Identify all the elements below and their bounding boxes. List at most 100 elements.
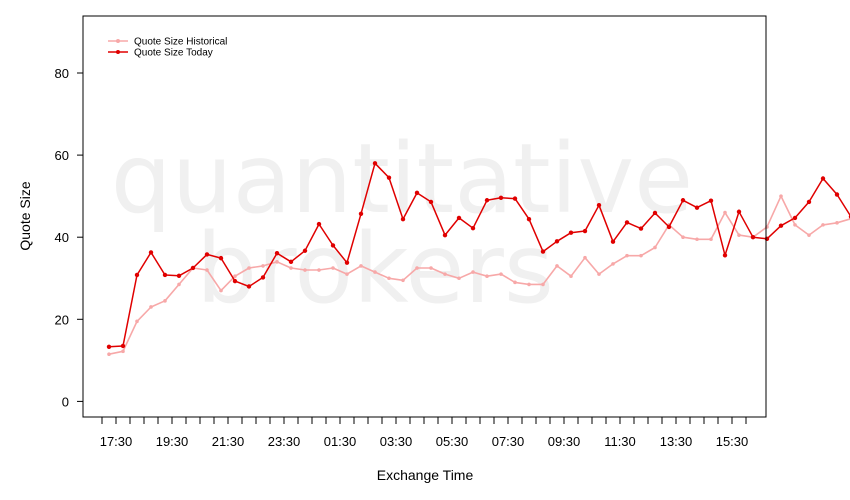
data-point	[204, 252, 210, 257]
legend-entry: Quote Size Today	[134, 48, 213, 59]
data-point	[736, 209, 742, 214]
data-point	[288, 259, 294, 265]
data-point	[471, 270, 475, 274]
data-point	[373, 270, 377, 274]
data-point	[737, 233, 741, 237]
data-point	[163, 299, 167, 303]
data-point	[597, 272, 601, 276]
data-point	[205, 268, 209, 272]
data-point	[555, 264, 559, 268]
x-tick-label: 13:30	[660, 434, 693, 449]
data-point	[456, 215, 462, 221]
data-point	[442, 232, 448, 238]
x-tick-label: 15:30	[716, 434, 749, 449]
x-axis: 17:30 19:30 21:30 23:30 01:30 03:30 05:30 07:30…	[100, 417, 749, 449]
data-point	[611, 262, 615, 266]
y-tick-label: 80	[55, 66, 69, 81]
data-point	[582, 228, 588, 234]
series-today	[106, 161, 850, 350]
data-point	[275, 260, 279, 264]
data-point	[722, 253, 728, 258]
y-axis: 0 20 40 60 80	[55, 66, 84, 409]
data-point	[750, 235, 756, 240]
data-point	[359, 264, 363, 268]
data-point	[317, 268, 321, 272]
data-point	[820, 176, 826, 181]
data-point	[162, 272, 168, 278]
data-point	[260, 275, 266, 280]
data-point	[540, 249, 546, 254]
x-axis-label: Exchange Time	[377, 467, 474, 483]
data-point	[498, 195, 504, 200]
data-point	[638, 226, 644, 231]
data-point	[401, 278, 405, 283]
legend-swatch-point	[116, 39, 120, 43]
legend-swatch-point	[116, 50, 120, 54]
data-point	[219, 288, 223, 293]
data-point	[414, 190, 420, 196]
data-point	[387, 276, 391, 281]
data-point	[541, 282, 545, 287]
x-tick-label: 23:30	[268, 434, 301, 449]
x-tick-label: 01:30	[324, 434, 357, 449]
data-point	[569, 274, 573, 278]
data-point	[289, 266, 293, 270]
data-point	[625, 253, 629, 258]
data-point	[443, 272, 447, 276]
y-tick-label: 40	[55, 230, 69, 245]
data-point	[331, 266, 335, 270]
data-point	[344, 260, 350, 265]
data-point	[232, 278, 238, 284]
x-tick-label: 11:30	[604, 434, 636, 449]
data-point	[148, 250, 154, 255]
legend-entry: Quote Size Historical	[134, 37, 227, 48]
data-point	[624, 220, 630, 225]
data-point	[106, 344, 112, 350]
data-point	[107, 352, 111, 356]
watermark: quantitative brokers	[111, 123, 693, 325]
x-tick-label: 03:30	[380, 434, 413, 449]
x-tick-label: 21:30	[212, 434, 245, 449]
data-point	[121, 349, 125, 354]
data-point	[639, 253, 643, 258]
data-point	[792, 215, 798, 221]
data-point	[303, 268, 307, 272]
data-point	[218, 255, 224, 261]
data-point	[610, 239, 616, 244]
x-tick-label: 19:30	[156, 434, 189, 449]
series-line	[108, 162, 850, 348]
y-tick-label: 0	[62, 394, 69, 409]
data-point	[233, 274, 237, 278]
data-point	[135, 319, 139, 324]
data-point	[779, 194, 783, 198]
data-point	[499, 272, 503, 276]
data-point	[666, 224, 672, 230]
data-point	[274, 251, 280, 256]
data-point	[793, 223, 797, 227]
data-point	[513, 280, 517, 285]
data-point	[807, 233, 811, 237]
data-point	[386, 175, 392, 180]
data-point	[708, 198, 714, 203]
data-point	[695, 237, 699, 242]
data-point	[764, 236, 770, 242]
data-point	[358, 211, 364, 217]
data-point	[247, 266, 251, 270]
data-point	[120, 343, 126, 349]
data-point	[680, 198, 686, 203]
y-tick-label: 20	[55, 312, 69, 327]
data-point	[246, 284, 252, 289]
y-tick-label: 60	[55, 148, 69, 163]
data-point	[723, 210, 727, 215]
watermark-line-2: brokers	[196, 213, 554, 325]
data-point	[694, 205, 700, 210]
data-point	[568, 230, 574, 235]
data-point	[134, 272, 140, 278]
data-point	[484, 198, 490, 203]
data-point	[428, 199, 434, 205]
data-point	[429, 266, 433, 270]
data-point	[372, 161, 378, 166]
data-point	[652, 210, 658, 216]
data-point	[512, 196, 518, 201]
